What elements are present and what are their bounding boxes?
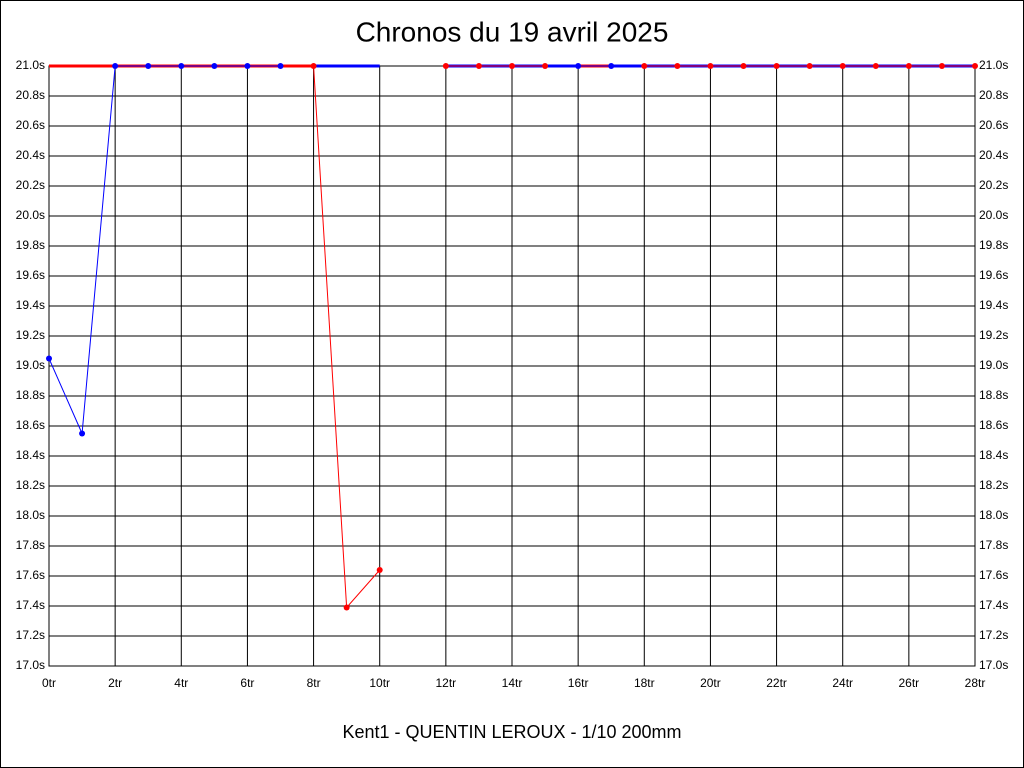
data-point xyxy=(244,63,251,69)
data-point xyxy=(608,63,615,69)
data-point xyxy=(839,63,846,69)
y-tick-label: 20.8s xyxy=(16,88,45,102)
data-point xyxy=(79,430,86,437)
y2-tick-label: 19.0s xyxy=(979,358,1008,372)
data-point xyxy=(211,63,218,69)
y-tick-label: 19.0s xyxy=(16,358,45,372)
y2-tick-label: 19.2s xyxy=(979,328,1008,342)
y-tick-label: 18.6s xyxy=(16,418,45,432)
chart-title: Chronos du 19 avril 2025 xyxy=(356,16,669,47)
y-tick-label: 17.8s xyxy=(16,538,45,552)
y2-tick-label: 20.2s xyxy=(979,178,1008,192)
data-point xyxy=(542,63,549,69)
x-tick-label: 22tr xyxy=(766,676,787,690)
y-tick-label: 17.2s xyxy=(16,628,45,642)
data-point xyxy=(674,63,681,69)
y2-tick-label: 18.4s xyxy=(979,448,1008,462)
y2-tick-label: 20.8s xyxy=(979,88,1008,102)
data-point xyxy=(178,63,185,69)
data-point xyxy=(442,63,449,69)
y-tick-label: 18.2s xyxy=(16,478,45,492)
x-axis-label: Kent1 - QUENTIN LEROUX - 1/10 200mm xyxy=(342,722,681,742)
y2-tick-label: 19.4s xyxy=(979,298,1008,312)
y2-tick-label: 20.4s xyxy=(979,148,1008,162)
y-tick-label: 20.6s xyxy=(16,118,45,132)
x-tick-label: 26tr xyxy=(899,676,920,690)
x-tick-label: 28tr xyxy=(965,676,986,690)
data-point xyxy=(641,63,648,69)
data-point xyxy=(575,63,582,69)
x-tick-label: 10tr xyxy=(369,676,390,690)
x-tick-label: 24tr xyxy=(832,676,853,690)
y-tick-label: 17.0s xyxy=(16,658,45,672)
x-tick-label: 16tr xyxy=(568,676,589,690)
data-point xyxy=(707,63,714,69)
data-point xyxy=(740,63,747,69)
y2-tick-label: 18.8s xyxy=(979,388,1008,402)
y-tick-label: 18.0s xyxy=(16,508,45,522)
y2-tick-label: 17.6s xyxy=(979,568,1008,582)
y2-tick-label: 17.2s xyxy=(979,628,1008,642)
x-tick-label: 6tr xyxy=(240,676,254,690)
y2-tick-label: 19.6s xyxy=(979,268,1008,282)
y2-tick-label: 18.0s xyxy=(979,508,1008,522)
x-tick-label: 8tr xyxy=(307,676,321,690)
data-point xyxy=(905,63,912,69)
y2-tick-label: 17.8s xyxy=(979,538,1008,552)
data-point xyxy=(46,355,52,362)
data-point xyxy=(972,63,978,69)
y-tick-label: 19.8s xyxy=(16,238,45,252)
x-tick-label: 0tr xyxy=(42,676,56,690)
x-tick-label: 2tr xyxy=(108,676,122,690)
data-point xyxy=(773,63,780,69)
y-tick-label: 18.8s xyxy=(16,388,45,402)
data-point xyxy=(376,567,383,573)
x-tick-label: 18tr xyxy=(634,676,655,690)
data-point xyxy=(475,63,482,69)
y2-tick-label: 21.0s xyxy=(979,58,1008,72)
y2-tick-label: 18.2s xyxy=(979,478,1008,492)
data-point xyxy=(112,63,119,69)
y2-tick-label: 20.6s xyxy=(979,118,1008,132)
data-point xyxy=(938,63,945,69)
y2-tick-label: 17.0s xyxy=(979,658,1008,672)
y-tick-label: 20.0s xyxy=(16,208,45,222)
data-point xyxy=(509,63,515,69)
y-tick-label: 19.4s xyxy=(16,298,45,312)
y2-tick-label: 19.8s xyxy=(979,238,1008,252)
data-point xyxy=(872,63,879,69)
y-tick-label: 19.2s xyxy=(16,328,45,342)
data-point xyxy=(806,63,813,69)
data-point xyxy=(343,604,350,611)
y-tick-label: 20.2s xyxy=(16,178,45,192)
y-tick-label: 19.6s xyxy=(16,268,45,282)
x-tick-label: 14tr xyxy=(502,676,523,690)
y-tick-label: 17.6s xyxy=(16,568,45,582)
x-tick-label: 20tr xyxy=(700,676,721,690)
y-tick-label: 21.0s xyxy=(16,58,45,72)
data-point xyxy=(277,63,284,69)
data-point xyxy=(145,63,152,69)
data-point xyxy=(310,63,317,69)
y-tick-label: 20.4s xyxy=(16,148,45,162)
series-line xyxy=(48,65,612,434)
y2-tick-label: 20.0s xyxy=(979,208,1008,222)
x-tick-label: 12tr xyxy=(436,676,457,690)
y-tick-label: 17.4s xyxy=(16,598,45,612)
x-tick-label: 4tr xyxy=(174,676,188,690)
y-tick-label: 18.4s xyxy=(16,448,45,462)
y2-tick-label: 17.4s xyxy=(979,598,1008,612)
y2-tick-label: 18.6s xyxy=(979,418,1008,432)
